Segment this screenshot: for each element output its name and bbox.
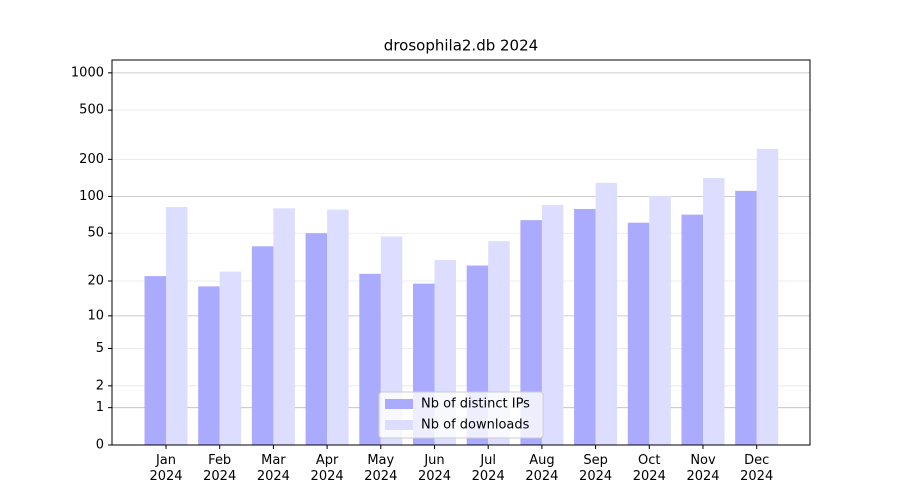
bar: [305, 233, 328, 445]
chart-title: drosophila2.db 2024: [384, 37, 538, 55]
y-tick-label: 100: [79, 189, 104, 204]
legend-box: [378, 391, 544, 439]
bar: [703, 178, 725, 446]
x-tick-label: Dec 2024: [740, 453, 774, 484]
y-tick-label: 0: [96, 438, 104, 453]
bar: [520, 220, 542, 445]
bar: [251, 246, 274, 445]
y-tick-label: 500: [79, 103, 104, 118]
y-tick-label: 200: [79, 152, 104, 167]
bar: [166, 206, 188, 445]
bar: [541, 205, 564, 445]
plot-frame: [111, 59, 811, 446]
x-tick-label: Feb 2024: [203, 453, 237, 484]
legend-label: Nb of distinct IPs: [421, 397, 530, 412]
bar: [756, 148, 779, 445]
x-tick-label: Oct 2024: [632, 453, 666, 484]
bar: [681, 214, 703, 445]
x-tick-label: May 2024: [364, 453, 398, 484]
y-tick-label: 10: [87, 308, 104, 323]
legend-swatch: [385, 420, 413, 430]
legend-label: Nb of downloads: [421, 418, 530, 433]
bar: [735, 190, 757, 445]
x-tick-label: Mar 2024: [256, 453, 290, 484]
x-tick-label: Jun 2024: [417, 453, 452, 484]
x-tick-label: Sep 2024: [579, 453, 613, 484]
y-tick-label: 20: [87, 274, 104, 289]
bar: [198, 286, 220, 445]
legend: Nb of distinct IPs Nb of downloads: [378, 391, 544, 439]
bar: [649, 195, 671, 445]
bar: [574, 208, 596, 445]
y-tick-label: 50: [87, 226, 104, 241]
bar: [219, 271, 242, 445]
bar: [595, 182, 618, 445]
x-tick-label: Apr 2024: [310, 453, 344, 484]
y-tick-label: 1000: [71, 65, 104, 80]
bar: [144, 276, 166, 445]
y-tick-label: 2: [96, 378, 104, 393]
bar: [327, 209, 349, 445]
x-tick-label: Jul 2024: [471, 453, 505, 484]
y-tick-label: 1: [96, 400, 104, 415]
legend-swatch: [385, 399, 413, 409]
x-tick-label: Aug 2024: [525, 453, 559, 484]
x-tick-label: Jan 2024: [149, 453, 183, 484]
y-tick-label: 5: [96, 341, 104, 356]
x-tick-label: Nov 2024: [686, 453, 720, 484]
bar: [627, 222, 650, 445]
bar: [273, 208, 295, 445]
bar: [359, 273, 381, 445]
